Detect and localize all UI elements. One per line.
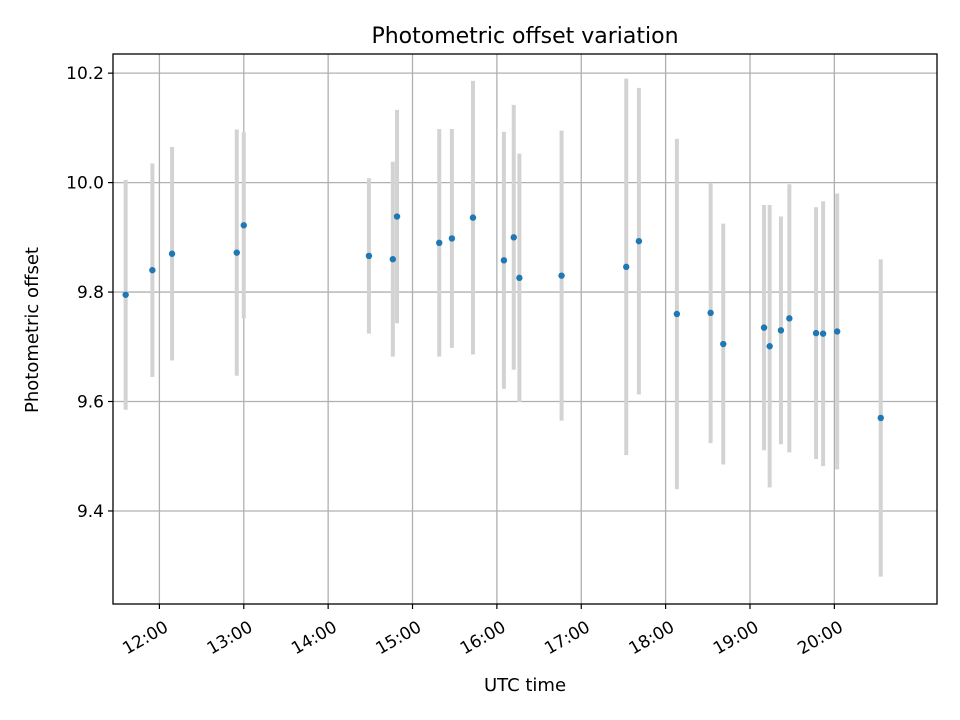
data-point [707,309,714,317]
data-point [812,329,820,337]
data-point [240,222,247,229]
plot-frame [112,53,938,605]
y-tick-label: 10.0 [66,174,104,194]
data-point [766,343,773,350]
data-point [635,237,643,245]
data-point [760,324,768,331]
y-axis-label: Photometric offset [22,247,43,413]
data-point [149,266,156,274]
x-axis-label: UTC time [484,675,566,696]
data-point [558,272,565,279]
data-point [469,214,477,221]
data-point [500,257,508,264]
chart-title: Photometric offset variation [371,24,678,49]
data-points [122,213,884,422]
data-point [623,263,630,271]
data-point [786,315,793,322]
data-point [516,274,523,282]
y-tick-label: 9.4 [77,502,104,522]
y-tick-label: 10.2 [66,64,104,84]
data-point [833,328,841,335]
data-point [777,327,785,334]
data-point [819,330,827,337]
y-tick-label: 9.6 [77,393,104,413]
y-axis: 9.4 9.6 9.8 10.0 10.2 [66,64,113,522]
data-point [510,234,517,241]
data-point [720,340,727,348]
data-point [389,256,397,263]
data-point [365,252,373,260]
y-tick-label: 9.8 [77,283,104,303]
data-point [877,414,884,422]
data-point [233,249,240,256]
data-point [673,310,681,318]
data-point [122,291,129,298]
data-point [168,250,176,257]
grid [113,54,937,604]
data-point [393,213,401,220]
data-point [448,235,456,242]
data-point [436,239,443,247]
